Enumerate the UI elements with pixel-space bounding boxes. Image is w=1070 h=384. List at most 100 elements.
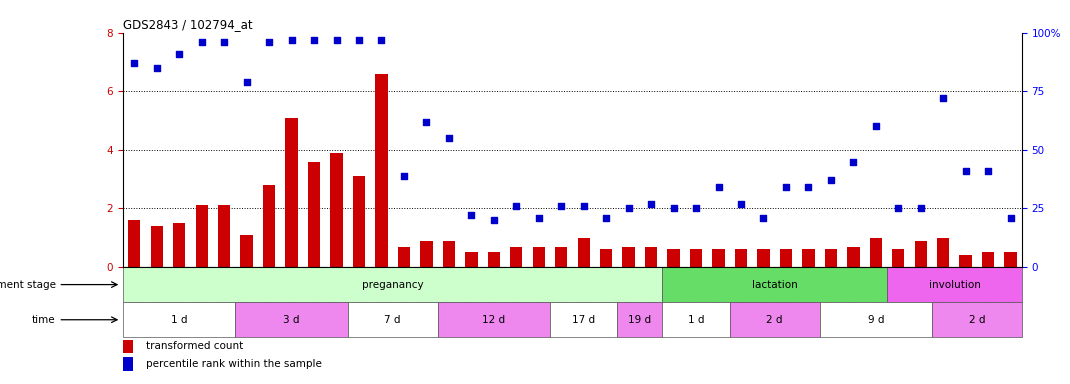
Bar <box>286 118 297 267</box>
Bar <box>847 247 859 267</box>
Point <box>732 201 749 207</box>
Bar <box>1005 252 1016 267</box>
Point <box>351 36 368 43</box>
Point <box>777 184 794 190</box>
Point <box>890 205 907 212</box>
Bar <box>443 241 455 267</box>
Bar <box>982 252 994 267</box>
Bar <box>488 252 500 267</box>
Point <box>642 201 659 207</box>
Bar <box>196 205 208 267</box>
Bar <box>887 267 1022 302</box>
Bar <box>510 247 522 267</box>
Bar <box>173 223 185 267</box>
Bar <box>820 302 932 337</box>
Bar <box>730 302 820 337</box>
Bar <box>123 302 235 337</box>
Point <box>823 177 840 184</box>
Point <box>373 36 391 43</box>
Point <box>306 36 323 43</box>
Bar <box>825 250 837 267</box>
Text: 12 d: 12 d <box>483 315 505 325</box>
Bar <box>123 267 662 302</box>
Bar <box>623 247 635 267</box>
Point <box>957 168 974 174</box>
Point <box>441 135 458 141</box>
Point <box>171 51 188 57</box>
Point <box>327 36 345 43</box>
Bar <box>533 247 545 267</box>
Point <box>980 168 997 174</box>
Point <box>710 184 728 190</box>
Bar <box>123 340 133 353</box>
Bar <box>218 205 230 267</box>
Bar <box>421 241 432 267</box>
Bar <box>331 153 342 267</box>
Text: 9 d: 9 d <box>868 315 884 325</box>
Point <box>486 217 503 223</box>
Bar <box>662 302 730 337</box>
Bar <box>578 238 590 267</box>
Point <box>261 39 278 45</box>
Text: preganancy: preganancy <box>362 280 424 290</box>
Text: development stage: development stage <box>0 280 56 290</box>
Text: involution: involution <box>929 280 980 290</box>
Text: 1 d: 1 d <box>688 315 704 325</box>
Bar <box>713 250 724 267</box>
Point <box>576 203 593 209</box>
Bar <box>348 302 438 337</box>
Point <box>845 159 862 165</box>
Point <box>216 39 233 45</box>
Point <box>597 215 614 221</box>
Point <box>755 215 773 221</box>
Bar <box>235 302 348 337</box>
Point <box>688 205 705 212</box>
Bar <box>932 302 1022 337</box>
Text: 7 d: 7 d <box>384 315 401 325</box>
Point <box>621 205 638 212</box>
Bar <box>376 74 387 267</box>
Bar <box>892 250 904 267</box>
Bar <box>123 358 133 371</box>
Bar <box>690 250 702 267</box>
Bar <box>398 247 410 267</box>
Text: 3 d: 3 d <box>284 315 300 325</box>
Bar <box>353 176 365 267</box>
Text: 17 d: 17 d <box>572 315 595 325</box>
Bar <box>465 252 477 267</box>
Text: 1 d: 1 d <box>171 315 187 325</box>
Bar <box>802 250 814 267</box>
Bar <box>668 250 679 267</box>
Bar <box>870 238 882 267</box>
Text: GDS2843 / 102794_at: GDS2843 / 102794_at <box>123 18 253 31</box>
Point <box>1002 215 1019 221</box>
Bar <box>645 247 657 267</box>
Bar <box>600 250 612 267</box>
Bar <box>758 250 769 267</box>
Point <box>868 123 885 129</box>
Bar <box>915 241 927 267</box>
Bar <box>263 185 275 267</box>
Text: 2 d: 2 d <box>968 315 985 325</box>
Text: lactation: lactation <box>752 280 797 290</box>
Bar <box>960 255 972 267</box>
Point <box>418 119 435 125</box>
Point <box>194 39 211 45</box>
Bar <box>937 238 949 267</box>
Point <box>396 172 413 179</box>
Bar <box>735 250 747 267</box>
Point <box>666 205 683 212</box>
Bar <box>128 220 140 267</box>
Point <box>148 65 166 71</box>
Bar <box>617 302 662 337</box>
Bar <box>438 302 550 337</box>
Point <box>239 79 256 85</box>
Point <box>935 95 952 101</box>
Point <box>284 36 301 43</box>
Point <box>800 184 817 190</box>
Text: 19 d: 19 d <box>628 315 652 325</box>
Point <box>126 60 143 66</box>
Bar <box>151 226 163 267</box>
Bar <box>550 302 617 337</box>
Point <box>462 212 479 218</box>
